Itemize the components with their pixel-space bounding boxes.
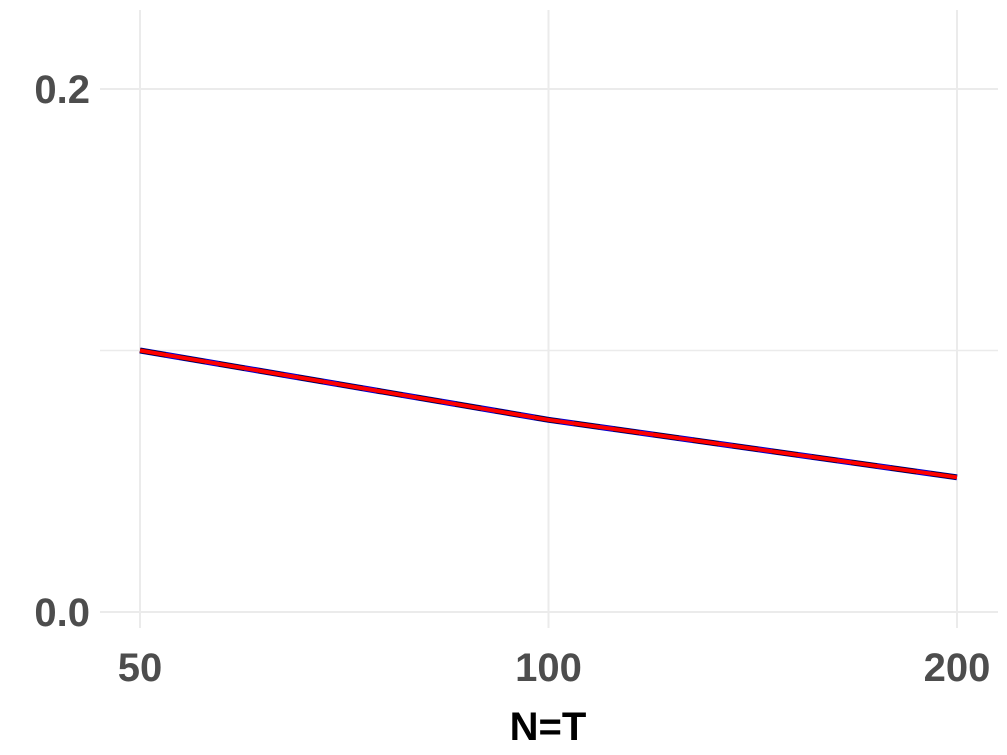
grid xyxy=(100,10,998,628)
x-tick-label: 200 xyxy=(924,646,991,690)
tick-labels: 50 100 200 0.0 0.2 xyxy=(34,68,990,690)
series-lines xyxy=(139,347,958,481)
y-tick-label: 0.2 xyxy=(34,68,90,112)
x-tick-label: 100 xyxy=(515,646,582,690)
series-line xyxy=(139,348,958,480)
x-tick-label: 50 xyxy=(118,646,163,690)
y-tick-label: 0.0 xyxy=(34,591,90,635)
x-axis-title: N=T xyxy=(510,705,587,749)
